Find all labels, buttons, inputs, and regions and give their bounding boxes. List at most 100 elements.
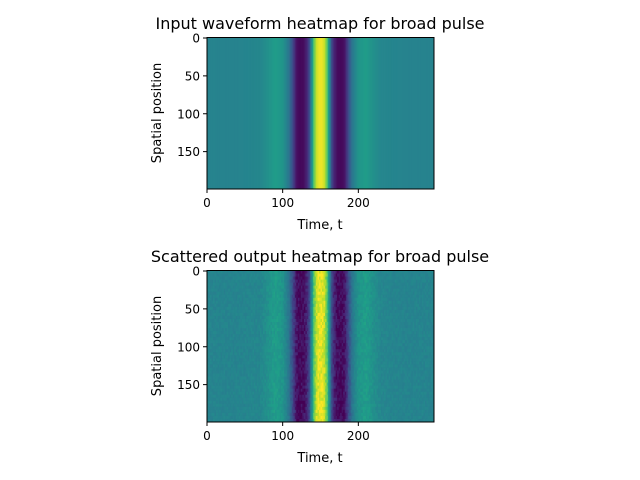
heatmap-cell [318, 322, 321, 326]
heatmap-cell [371, 322, 374, 326]
heatmap-cell [293, 300, 296, 305]
heatmap-cell [406, 352, 409, 356]
heatmap-cell [430, 288, 433, 293]
heatmap-cell [288, 315, 291, 320]
heatmap-cell [247, 37, 250, 190]
heatmap-cell [343, 309, 346, 314]
heatmap-cell [309, 291, 312, 296]
heatmap-cell [213, 285, 215, 290]
heatmap-cell [399, 364, 402, 368]
heatmap-cell [317, 303, 320, 308]
heatmap-cell [352, 37, 355, 190]
heatmap-cell [287, 282, 290, 287]
heatmap-cell [284, 334, 287, 338]
heatmap-cell [402, 303, 405, 308]
heatmap-cell [347, 364, 350, 368]
heatmap-cell [281, 288, 284, 293]
heatmap-cell [231, 343, 234, 347]
heatmap-cell [234, 276, 237, 280]
heatmap-cell [338, 270, 341, 274]
heatmap-cell [234, 270, 237, 274]
heatmap-cell [216, 309, 218, 314]
heatmap-cell [240, 358, 243, 362]
heatmap-cell [400, 322, 403, 326]
heatmap-cell [406, 309, 409, 314]
heatmap-cell [432, 346, 435, 350]
heatmap-cell [255, 343, 258, 347]
heatmap-cell [243, 352, 246, 356]
heatmap-cell [222, 355, 225, 359]
heatmap-cell [219, 306, 222, 311]
heatmap-cell [259, 334, 262, 338]
heatmap-cell [297, 294, 300, 299]
heatmap-cell [253, 328, 256, 332]
heatmap-cell [343, 340, 346, 344]
heatmap-cell [388, 270, 391, 274]
heatmap-cell [429, 318, 432, 323]
heatmap-cell [367, 297, 370, 302]
heatmap-cell [343, 343, 346, 347]
heatmap-cell [384, 361, 386, 365]
heatmap-cell [311, 312, 314, 317]
heatmap-cell [362, 306, 365, 311]
heatmap-cell [261, 273, 264, 277]
heatmap-cell [408, 294, 411, 299]
heatmap-cell [276, 312, 279, 317]
heatmap-cell [384, 337, 386, 341]
heatmap-cell [246, 285, 249, 290]
heatmap-cell [222, 334, 225, 338]
heatmap-cell [296, 337, 299, 341]
heatmap-cell [411, 364, 414, 368]
heatmap-cell [343, 294, 346, 299]
heatmap-cell [325, 349, 327, 353]
heatmap-cell [388, 288, 391, 293]
heatmap-cell [396, 273, 399, 277]
heatmap-cell [417, 340, 420, 344]
heatmap-cell [378, 328, 380, 332]
heatmap-cell [296, 318, 299, 323]
heatmap-cell [396, 334, 399, 338]
heatmap-cell [299, 315, 302, 320]
heatmap-cell [225, 355, 228, 359]
heatmap-cell [353, 279, 356, 284]
heatmap-cell [405, 337, 408, 341]
heatmap-cell [261, 355, 264, 359]
heatmap-cell [370, 270, 373, 274]
heatmap-cell [391, 297, 394, 302]
heatmap-cell [290, 294, 293, 299]
heatmap-cell [222, 291, 225, 296]
heatmap-cell [423, 309, 426, 314]
heatmap-cell [317, 294, 320, 299]
heatmap-cell [278, 318, 281, 323]
heatmap-cell [246, 358, 249, 362]
heatmap-cell [353, 297, 356, 302]
heatmap-cell [356, 328, 359, 332]
heatmap-cell [320, 291, 323, 296]
heatmap-cell [229, 270, 232, 274]
heatmap-cell [420, 285, 423, 290]
heatmap-cell [249, 37, 252, 190]
heatmap-cell [220, 276, 223, 280]
heatmap-cell [329, 297, 332, 302]
heatmap-cell [213, 337, 215, 341]
heatmap-cell [320, 328, 323, 332]
heatmap-cell [423, 325, 426, 329]
heatmap-cell [340, 349, 343, 353]
heatmap-cell [266, 358, 268, 362]
heatmap-cell [217, 309, 220, 314]
heatmap-cell [213, 343, 215, 347]
heatmap-cell [288, 291, 291, 296]
heatmap-cell [358, 322, 361, 326]
heatmap-cell [381, 318, 383, 323]
heatmap-cell [279, 273, 282, 277]
heatmap-cell [350, 276, 353, 280]
heatmap-cell [252, 273, 255, 277]
heatmap-cell [353, 300, 356, 305]
heatmap-cell [359, 309, 362, 314]
heatmap-cell [412, 315, 415, 320]
heatmap-cell [273, 273, 276, 277]
heatmap-cell [262, 279, 265, 284]
heatmap-cell [279, 325, 282, 329]
heatmap-cell [253, 349, 256, 353]
heatmap-cell [379, 331, 382, 335]
